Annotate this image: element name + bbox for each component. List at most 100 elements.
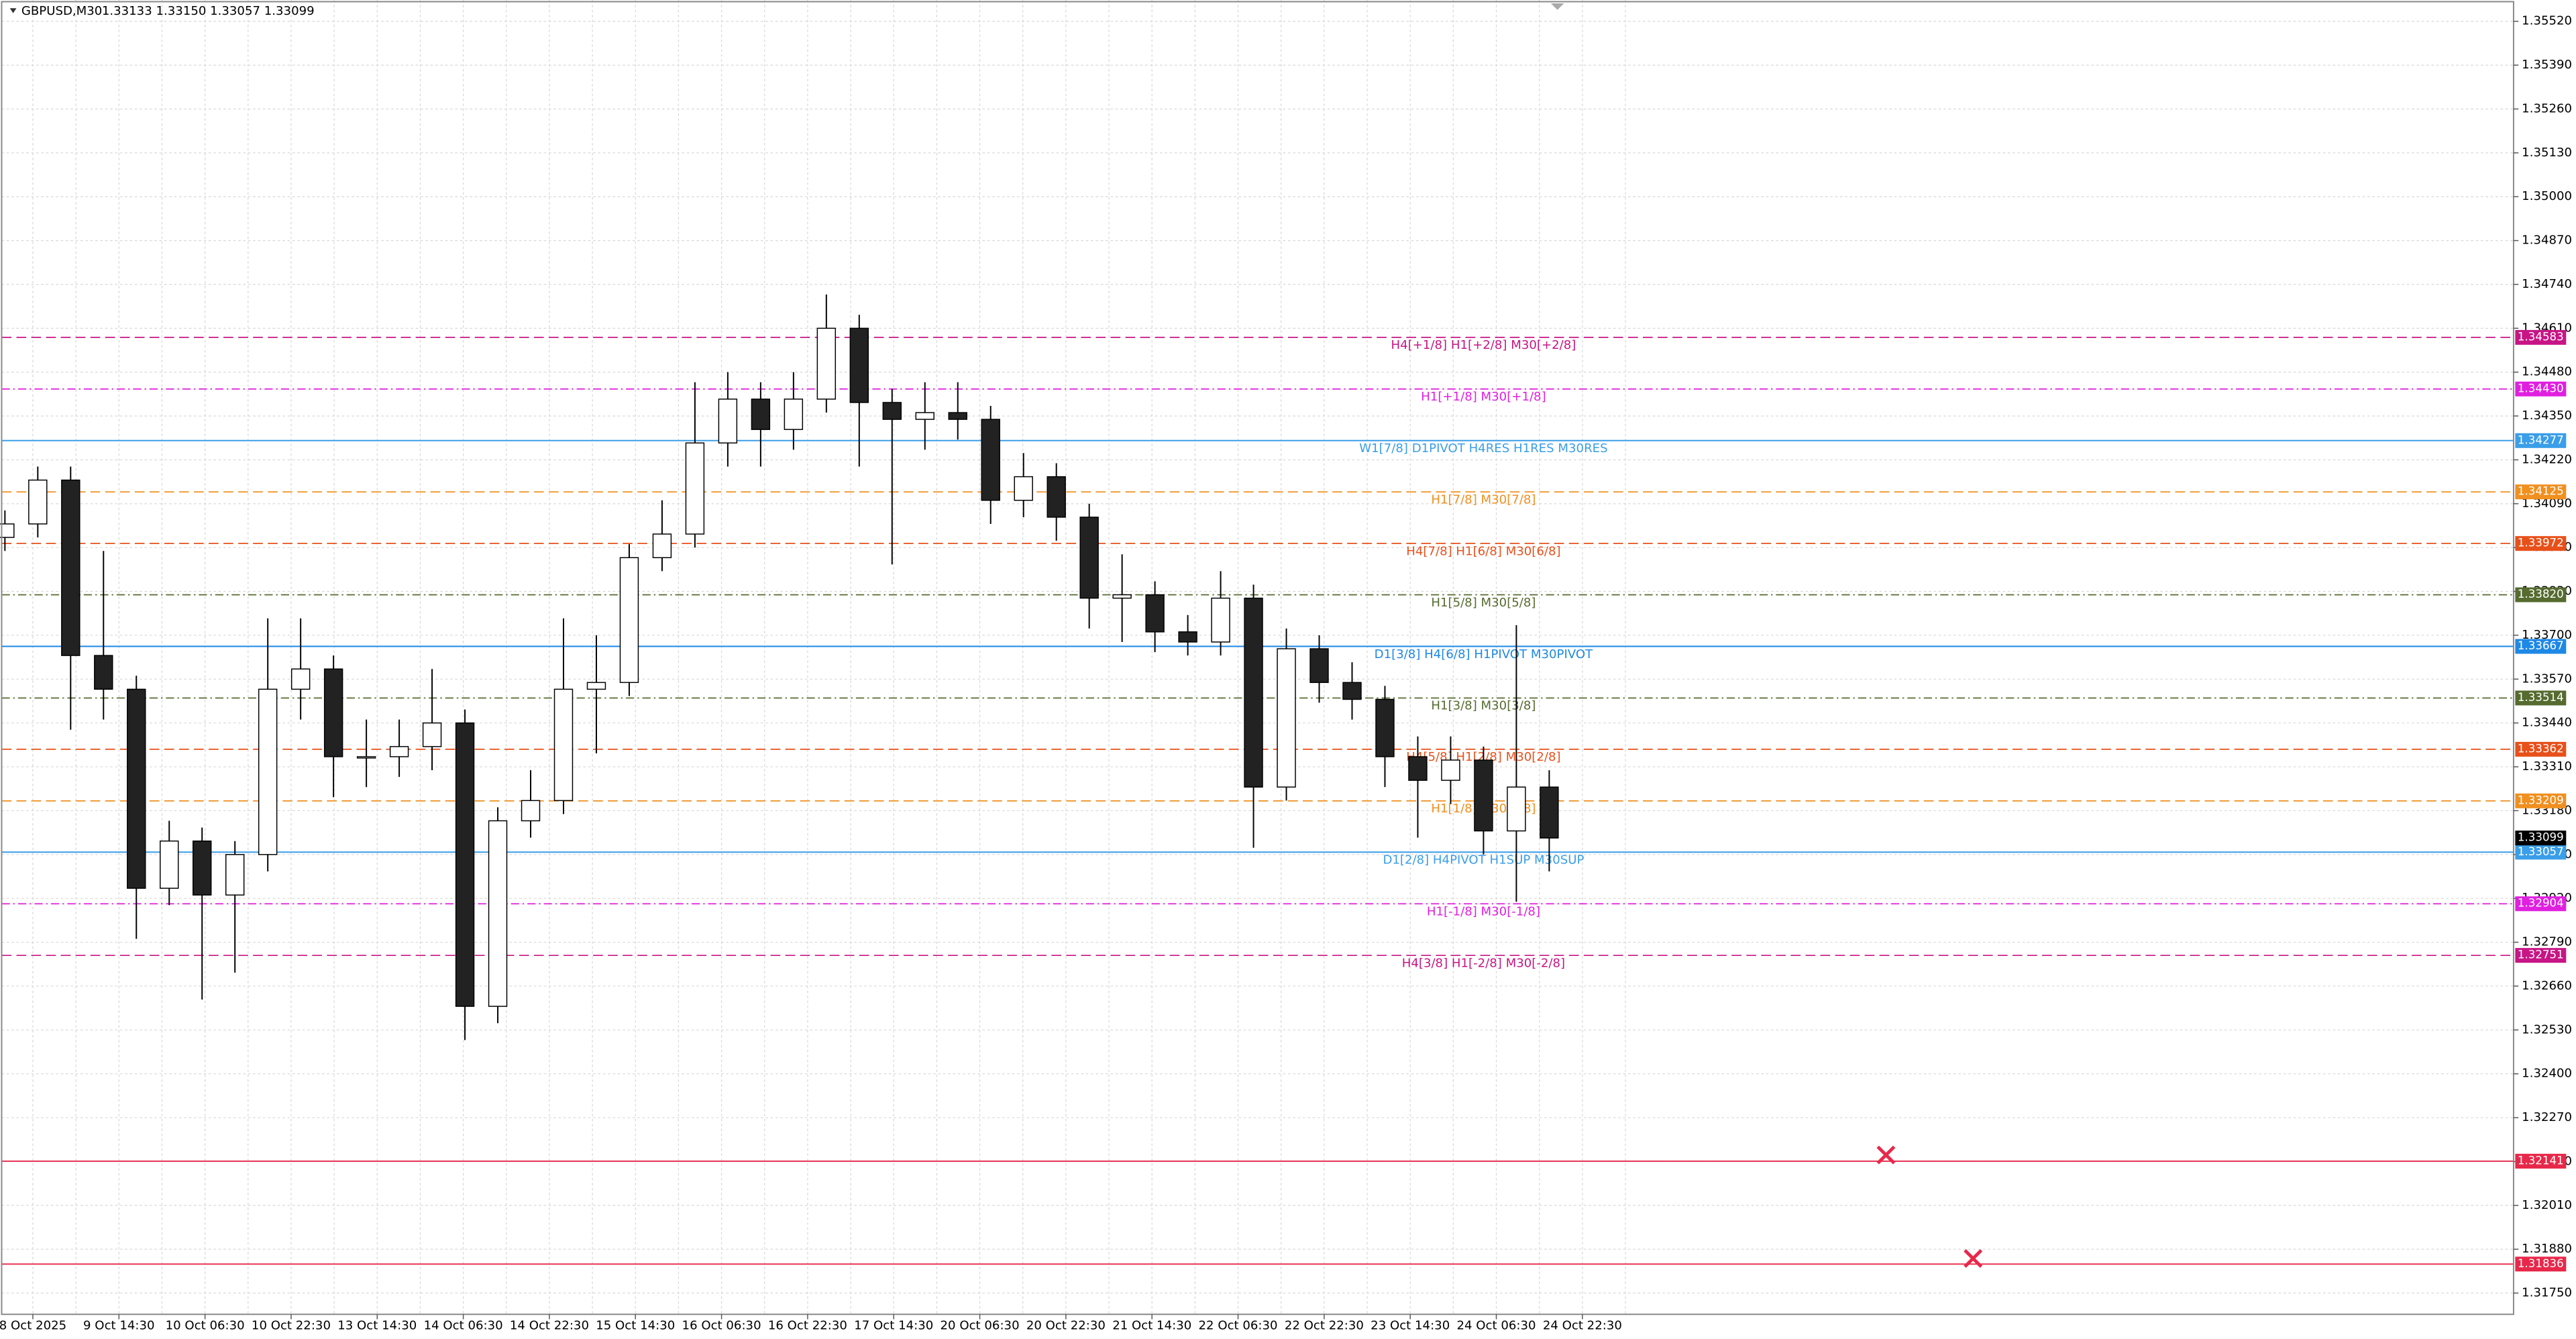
grid [1, 0, 2514, 1315]
candle-body [652, 533, 672, 559]
y-tick-label: 1.31880 [2522, 1242, 2572, 1256]
candle-body [488, 820, 508, 1007]
candle-body [948, 412, 967, 420]
x-tick-label: 10 Oct 22:30 [252, 1318, 331, 1332]
price-tag [2515, 793, 2567, 808]
candle-body [225, 854, 245, 896]
price-tag [2515, 381, 2567, 396]
candle-body [1211, 597, 1230, 643]
candle-body [1441, 759, 1460, 781]
y-tick-label: 1.33570 [2522, 672, 2572, 686]
y-tick-label: 1.32660 [2522, 979, 2572, 993]
candle-body [586, 682, 606, 690]
price-tag-label: 1.33972 [2518, 537, 2564, 549]
candle-body [94, 655, 113, 690]
candle-body [1046, 476, 1066, 518]
cross-marker [1876, 1145, 1896, 1165]
price-tag [2515, 948, 2567, 963]
price-tag-label: 1.33362 [2518, 742, 2564, 755]
symbol-menu[interactable] [9, 8, 17, 13]
current-price-tag [2515, 831, 2567, 846]
candle-body [1309, 648, 1329, 684]
candle-body [1014, 476, 1033, 501]
candle-body [1244, 597, 1263, 788]
candle-body [1079, 517, 1099, 599]
scroll-marker [1550, 3, 1564, 10]
cross-marker [1964, 1248, 1983, 1268]
candle-body [915, 412, 934, 420]
chart-title: GBPUSD,M30 [21, 4, 103, 18]
price-tag-label: 1.33820 [2518, 588, 2564, 600]
candle-body [1145, 594, 1165, 633]
levels: H4[+1/8] H1[+2/8] M30[+2/8] H1[+1/8] M30[… [1, 337, 2514, 1265]
x-tick-label: 15 Oct 14:30 [596, 1318, 675, 1332]
y-tick-label: 1.35520 [2522, 14, 2572, 28]
x-tick-label: 24 Oct 06:30 [1456, 1318, 1536, 1332]
y-tick-label: 1.32790 [2522, 935, 2572, 949]
candle-body [160, 840, 179, 889]
x-tick-label: 17 Oct 14:30 [854, 1318, 933, 1332]
candle-body [981, 419, 1000, 501]
y-tick-label: 1.33440 [2522, 716, 2572, 730]
candle-body [849, 327, 869, 403]
candle-body [1178, 631, 1197, 643]
y-tick-label: 1.34090 [2522, 496, 2572, 511]
y-tick-label: 1.32270 [2522, 1110, 2572, 1124]
x-tick-label: 24 Oct 22:30 [1543, 1318, 1622, 1332]
price-tag-label: 1.32141 [2518, 1154, 2564, 1167]
level-label: H1[5/8] M30[5/8] [1431, 596, 1536, 610]
candle-body [356, 756, 376, 759]
candle-body [1375, 698, 1395, 757]
candle-body [816, 327, 837, 400]
y-tick-label: 1.35390 [2522, 58, 2572, 72]
candle-body [751, 398, 771, 430]
y-tick-label: 1.32400 [2522, 1067, 2572, 1081]
candle-body [1112, 594, 1132, 599]
level-label: H1[3/8] M30[3/8] [1431, 699, 1536, 713]
candle-body [28, 479, 48, 525]
x-tick-label: 23 Oct 14:30 [1371, 1318, 1450, 1332]
candle-body [521, 800, 541, 822]
price-tag [2515, 639, 2567, 654]
level-label: H1[7/8] M30[7/8] [1431, 492, 1536, 506]
price-tag-label: 1.34430 [2518, 382, 2564, 394]
x-tick-label: 20 Oct 22:30 [1026, 1318, 1106, 1332]
x-tick-label: 8 Oct 2025 [0, 1318, 66, 1332]
candle-body [784, 398, 804, 430]
price-tag [2515, 587, 2567, 602]
price-tag [2515, 329, 2567, 345]
y-tick-label: 1.34350 [2522, 409, 2572, 423]
quote: 1.33133 1.33150 1.33057 1.33099 [102, 4, 315, 18]
y-tick-label: 1.35000 [2522, 189, 2572, 203]
level-label: H1[-1/8] M30[-1/8] [1427, 904, 1540, 918]
level-label: H4[7/8] H1[6/8] M30[6/8] [1406, 544, 1560, 558]
plot-border [1, 1, 2514, 1316]
candle-body [1277, 648, 1296, 788]
price-tag-label: 1.33209 [2518, 794, 2564, 806]
candle-body [61, 479, 80, 656]
y-tick-label: 1.34220 [2522, 452, 2572, 466]
x-tick-label: 16 Oct 06:30 [682, 1318, 761, 1332]
candle-body [323, 668, 343, 757]
candle-body [685, 442, 705, 535]
candle-body [882, 402, 902, 420]
x-tick-label: 13 Oct 14:30 [337, 1318, 417, 1332]
y-tick-label: 1.33310 [2522, 759, 2572, 773]
candle-body [1507, 786, 1526, 832]
y-tick-label: 1.34480 [2522, 365, 2572, 379]
price-tag-label: 1.34277 [2518, 433, 2564, 446]
candle-body [0, 523, 15, 538]
price-tag-label: 1.34125 [2518, 485, 2564, 498]
price-tag [2515, 896, 2567, 912]
candle-body [553, 688, 574, 802]
x-tick-label: 10 Oct 06:30 [166, 1318, 245, 1332]
candle-body [193, 840, 212, 896]
axis: 1.35520 1.35390 1.35260 1.35130 1.35000 1.348… [0, 14, 2572, 1333]
level-label: D1[2/8] H4PIVOT H1SUP M30SUP [1383, 853, 1584, 867]
candle-body [1342, 682, 1362, 700]
x-tick-label: 14 Oct 06:30 [424, 1318, 503, 1332]
candle-body [422, 722, 442, 747]
y-tick-label: 1.31750 [2522, 1286, 2572, 1300]
price-tag-label: 1.33667 [2518, 639, 2564, 652]
